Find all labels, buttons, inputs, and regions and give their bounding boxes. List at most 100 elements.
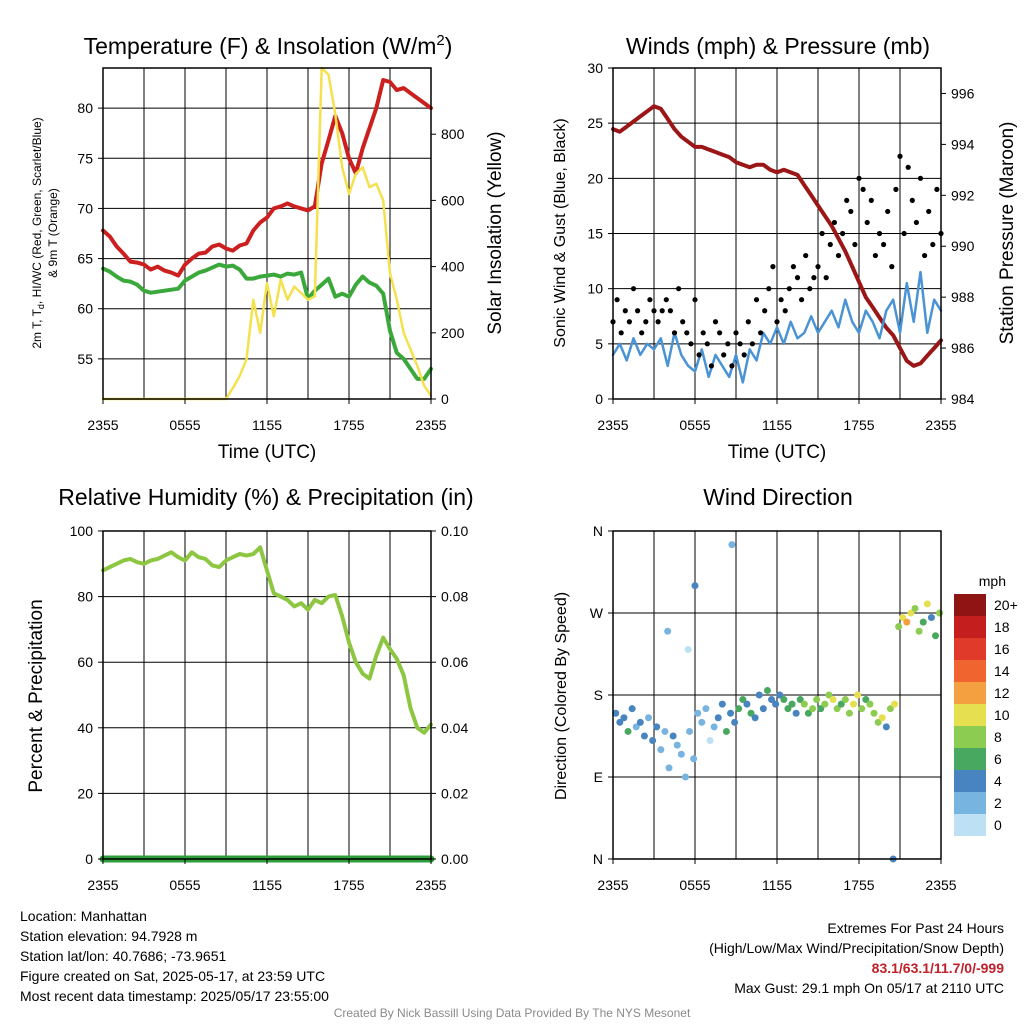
gust-point [749,341,756,347]
direction-point [817,705,825,713]
direction-point [702,705,710,713]
gust-point [758,330,764,336]
winds-xlabel: Time (UTC) [728,442,827,463]
direction-point [690,755,698,763]
direction-point [669,732,677,740]
y-tick-label-right: 800 [441,126,465,142]
gust-point [741,352,747,358]
winds-panel: Winds (mph) & Pressure (mb) 2355 0555 1155… [552,33,1018,463]
gust-point [659,308,665,314]
y-tick-label-left: N [593,851,603,867]
direction-point [739,696,747,704]
direction-point [927,614,935,622]
legend-label: 20+ [994,597,1018,613]
direction-point [616,718,624,726]
gust-point [729,363,735,369]
gust-point [639,330,645,336]
legend-label: 6 [994,751,1002,767]
gust-point [671,330,678,336]
direction-point [907,609,915,617]
gust-point [688,341,694,347]
direction-point [718,700,726,708]
legend-swatch [954,594,986,616]
gust-point [680,319,686,325]
credit-text: Created By Nick Bassill Using Data Provi… [333,1006,691,1020]
y-tick-label-right: 0.02 [441,785,468,801]
direction-point [728,541,736,549]
x-tick-label: 1755 [333,417,364,433]
gust-point [823,275,829,281]
gust-point [831,219,838,226]
direction-point [837,700,845,708]
gust-point [881,241,887,248]
direction-point [891,700,899,708]
y-tick-label-left: 60 [77,301,93,317]
direction-point [866,700,874,708]
direction-point [919,618,927,626]
direction-point [813,696,821,704]
legend-label: 0 [994,817,1002,833]
gust-point [622,308,628,314]
direction-point [903,618,911,626]
y-tick-label-right: 0.10 [441,523,468,539]
gust-point [930,241,936,248]
gust-point [893,186,899,192]
y-tick-label-left: W [590,605,604,621]
gust-point [655,319,661,325]
direction-point [780,696,788,704]
gust-point [922,252,928,259]
direction-point [714,714,722,722]
gust-point [614,297,620,303]
direction-point [653,723,661,731]
legend-label: 12 [994,685,1010,701]
gust-point [643,319,649,325]
direction-point [796,696,804,704]
gust-point [917,175,924,181]
direction-point [755,691,763,699]
extremes-values: 83.1/63.1/11.7/0/-999 [871,960,1004,976]
legend-title: mph [979,573,1006,589]
green-series-line [101,262,433,381]
direction-point [768,696,776,704]
direction-point [706,737,714,745]
gust-point [811,275,817,281]
legend-label: 10 [994,707,1010,723]
y-tick-label-left: N [593,523,603,539]
gust-point [667,308,674,314]
legend-swatch [954,726,986,748]
gust-point [934,186,940,192]
y-tick-label-right: 988 [951,289,975,305]
y-tick-label-right: 0.00 [441,851,468,867]
gust-point [819,230,825,237]
gust-point [852,241,858,248]
direction-point [657,746,665,754]
direction-point [673,741,681,749]
created-text: Figure created on Sat, 2025-05-17, at 23… [20,968,326,984]
gust-point [626,319,633,325]
direction-point [850,700,858,708]
humidity-ticks: 2355 0555 1155 1755 2355 0 20 40 60 80 100 0.00 0.02… [70,523,469,893]
direction-panel: Wind Direction 2355 0555 1155 1755 2355 N E S W N… [553,484,1018,893]
gust-point [712,319,719,325]
y-tick-label-left: 40 [77,720,93,736]
winds-grid [613,67,941,400]
gust-point [778,297,784,303]
direction-point [661,727,669,735]
gust-point [868,197,874,203]
x-tick-label: 2355 [415,877,446,893]
gust-point [803,252,809,259]
direction-point [640,732,648,740]
maroon-series-line [611,104,943,368]
x-tick-label: 0555 [169,417,200,433]
y-tick-label-left: 25 [587,115,603,131]
y-tick-label-left: 60 [77,654,93,670]
y-tick-label-right: 996 [951,85,975,101]
direction-title: Wind Direction [703,484,853,510]
gust-point [799,297,805,303]
legend-label: 4 [994,773,1002,789]
gust-point [717,330,723,336]
winds-ylabel-right: Station Pressure (Maroon) [997,122,1018,345]
y-tick-label-left: 75 [77,150,93,166]
latlon-text: Station lat/lon: 40.7686; -73.9651 [20,948,227,964]
gust-point [815,264,821,270]
